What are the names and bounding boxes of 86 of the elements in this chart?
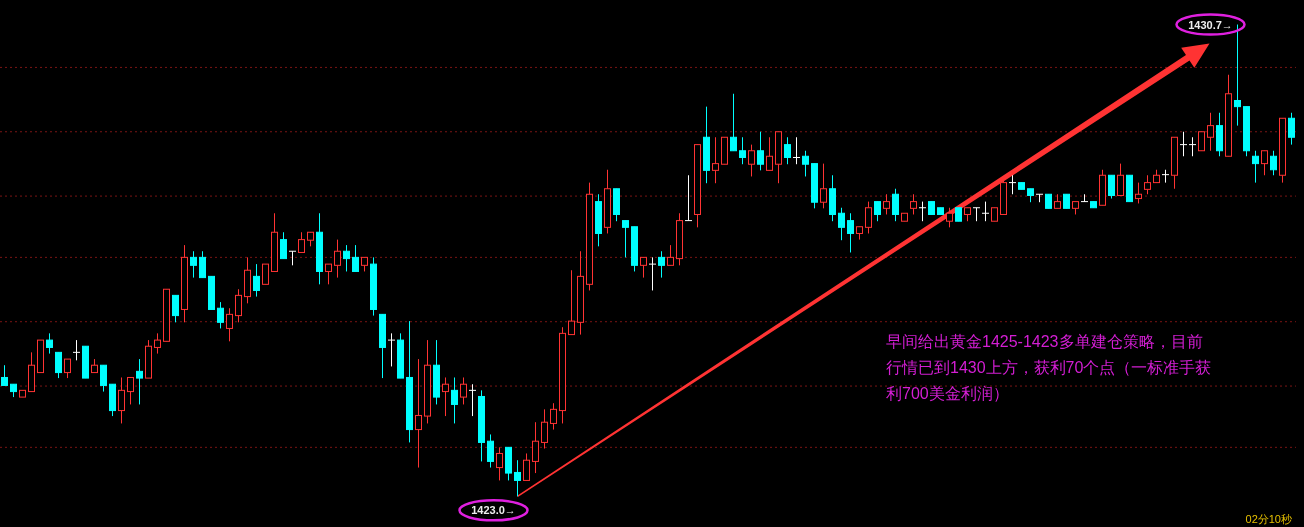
candlestick — [280, 231, 287, 260]
candlestick — [766, 136, 773, 171]
candlestick — [981, 201, 990, 222]
candlestick — [918, 201, 927, 222]
candlestick — [298, 231, 305, 253]
candlestick — [288, 250, 297, 266]
candlestick — [1188, 136, 1197, 157]
candlestick — [217, 301, 224, 329]
candlestick — [199, 250, 206, 279]
candlestick — [72, 339, 81, 361]
candlestick — [1270, 150, 1277, 176]
candlestick — [253, 263, 260, 298]
candlestick — [802, 150, 809, 177]
candlestick — [262, 263, 269, 285]
candlestick — [235, 288, 242, 323]
candlestick — [1008, 174, 1017, 195]
candlestick — [865, 201, 872, 234]
candlestick — [892, 188, 899, 222]
candlestick — [784, 136, 791, 165]
candlestick — [172, 294, 179, 323]
candlestick — [46, 332, 53, 355]
candlestick — [1179, 131, 1188, 157]
candlestick — [1207, 112, 1214, 152]
annotation: 02分10秒 — [1245, 512, 1292, 527]
candlestick — [343, 244, 350, 272]
candlestick — [352, 244, 359, 272]
candlestick — [460, 376, 467, 405]
candlestick — [468, 383, 477, 417]
annotation: 1430.7→ — [1188, 18, 1233, 31]
candlestick — [514, 459, 521, 497]
candlestick — [847, 212, 854, 253]
candlestick — [1108, 174, 1115, 200]
candlestick — [792, 136, 801, 165]
candlestick — [684, 174, 693, 222]
candlestick — [910, 193, 917, 215]
candlestick — [1135, 182, 1142, 204]
candlestick — [712, 136, 719, 184]
candlestick — [946, 207, 953, 228]
candlestick — [64, 358, 71, 379]
candlestick — [100, 364, 107, 393]
candlestick — [541, 408, 548, 450]
candlestick — [568, 269, 575, 336]
candlestick — [1161, 169, 1170, 184]
candlestick — [648, 256, 657, 291]
candlestick — [667, 244, 674, 266]
candlestick — [387, 332, 396, 367]
candlestick — [1, 364, 8, 386]
candlestick — [1144, 174, 1151, 195]
candlestick — [415, 358, 422, 469]
candlestick — [523, 452, 530, 481]
candlestick — [1288, 112, 1295, 146]
candlestick — [972, 207, 981, 222]
candlestick — [874, 201, 881, 222]
candlestick — [1252, 150, 1259, 184]
candlestick — [658, 250, 665, 279]
candlestick — [883, 193, 890, 215]
candlestick — [154, 332, 161, 355]
candlestick — [226, 307, 233, 342]
candlestick — [487, 433, 494, 469]
candlestick — [1234, 24, 1241, 127]
candlestick — [136, 358, 143, 405]
candlestick — [550, 402, 557, 431]
annotation: 早间给出黄金1425-1423多单建仓策略，目前行情已到1430上方，获利70个点（一标准手获利700美金利润） — [886, 332, 1212, 404]
candlestick — [838, 207, 845, 241]
candlestick — [748, 144, 755, 177]
candlestick — [496, 446, 503, 481]
candlestick — [532, 421, 539, 474]
candlestick — [190, 250, 197, 279]
candlestick — [1198, 131, 1205, 152]
annotation: 1423.0→ — [471, 504, 516, 517]
candlestick — [1080, 193, 1089, 203]
candlestick — [442, 376, 449, 417]
candlestick — [451, 376, 458, 424]
candlestick — [622, 220, 629, 258]
candlestick — [820, 163, 827, 209]
candlestick — [334, 239, 341, 279]
candlestick — [640, 256, 647, 279]
candlestick — [325, 263, 332, 285]
candlestick — [118, 376, 125, 424]
candlestick — [55, 351, 62, 379]
candlestick — [730, 93, 737, 152]
candlestick — [1117, 163, 1124, 196]
candlestick — [127, 376, 134, 405]
candlestick — [757, 131, 764, 171]
candlestick — [739, 136, 746, 165]
candlestick — [1261, 150, 1268, 176]
